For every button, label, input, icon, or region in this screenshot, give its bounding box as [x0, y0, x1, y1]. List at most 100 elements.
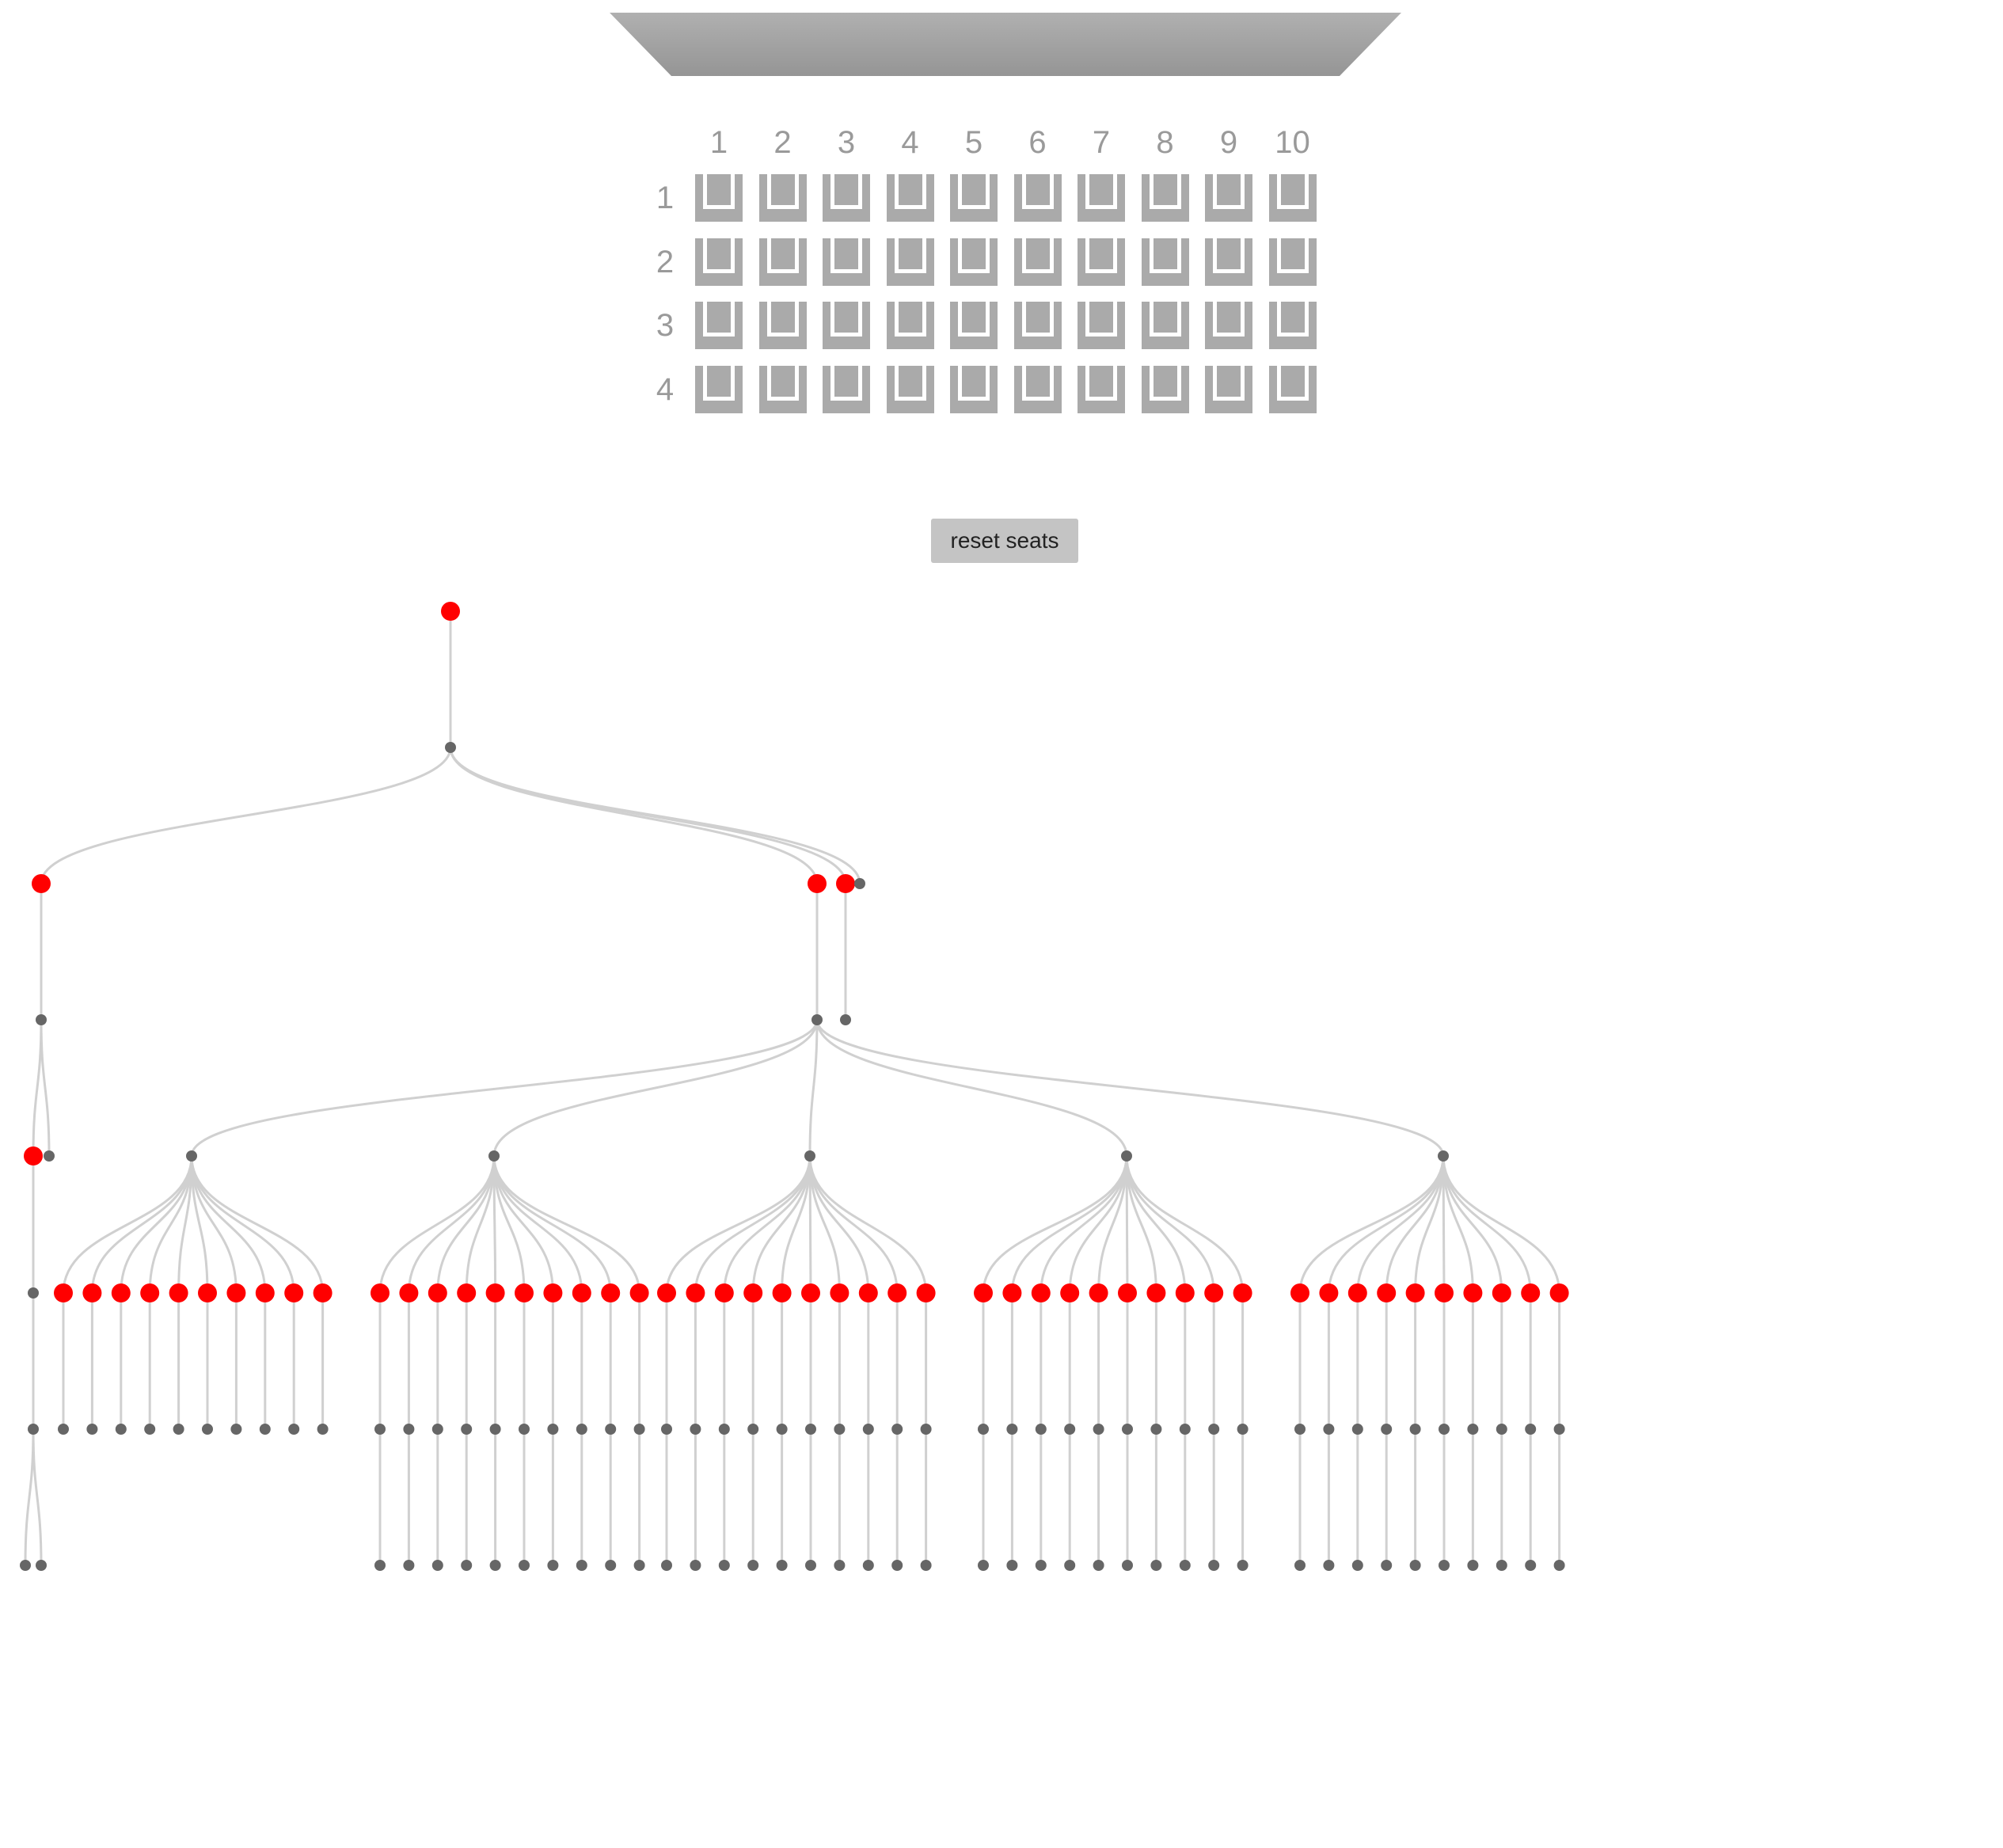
tree-node-active[interactable] [441, 602, 460, 621]
tree-node[interactable] [1035, 1560, 1047, 1571]
seat-1-4[interactable] [886, 174, 934, 222]
tree-node[interactable] [1179, 1560, 1191, 1571]
tree-node[interactable] [519, 1424, 530, 1435]
seat-1-7[interactable] [1078, 174, 1125, 222]
tree-node[interactable] [1496, 1424, 1507, 1435]
tree-node[interactable] [1467, 1560, 1479, 1571]
seat-2-6[interactable] [1013, 238, 1062, 286]
tree-node[interactable] [403, 1560, 415, 1571]
seat-2-8[interactable] [1141, 238, 1189, 286]
tree-node[interactable] [747, 1424, 759, 1435]
tree-node[interactable] [1064, 1424, 1076, 1435]
seat-1-5[interactable] [950, 174, 998, 222]
tree-node[interactable] [1438, 1150, 1449, 1162]
tree-node-active[interactable] [830, 1283, 849, 1302]
seat-4-6[interactable] [1013, 365, 1062, 413]
tree-node-active[interactable] [24, 1146, 43, 1165]
tree-node[interactable] [489, 1560, 501, 1571]
tree-node[interactable] [1093, 1424, 1104, 1435]
tree-node[interactable] [431, 1424, 443, 1435]
reset-seats-button[interactable]: reset seats [931, 519, 1078, 563]
seat-4-3[interactable] [823, 365, 870, 413]
seat-2-7[interactable] [1078, 238, 1125, 286]
tree-node[interactable] [445, 742, 456, 753]
seat-2-4[interactable] [886, 238, 934, 286]
tree-node[interactable] [1121, 1150, 1132, 1162]
tree-node-active[interactable] [313, 1283, 333, 1302]
tree-node[interactable] [633, 1424, 645, 1435]
seat-2-2[interactable] [758, 238, 807, 286]
tree-node[interactable] [834, 1560, 846, 1571]
tree-node-active[interactable] [808, 874, 827, 893]
seat-1-10[interactable] [1268, 174, 1317, 222]
tree-node-active[interactable] [284, 1283, 304, 1302]
tree-node[interactable] [115, 1424, 127, 1435]
tree-node[interactable] [840, 1014, 851, 1025]
tree-node[interactable] [1208, 1424, 1220, 1435]
tree-node-active[interactable] [1377, 1283, 1397, 1302]
tree-node[interactable] [28, 1424, 39, 1435]
seat-1-2[interactable] [758, 174, 807, 222]
tree-node[interactable] [776, 1424, 788, 1435]
tree-node-active[interactable] [1118, 1283, 1137, 1302]
seat-4-7[interactable] [1078, 365, 1125, 413]
tree-node[interactable] [230, 1424, 242, 1435]
tree-node-active[interactable] [801, 1283, 820, 1302]
tree-node[interactable] [862, 1424, 874, 1435]
tree-node[interactable] [44, 1150, 55, 1162]
tree-node[interactable] [978, 1560, 989, 1571]
tree-node-active[interactable] [887, 1283, 907, 1302]
seat-1-1[interactable] [695, 174, 743, 222]
tree-node-active[interactable] [1290, 1283, 1309, 1302]
tree-node[interactable] [804, 1150, 815, 1162]
tree-node[interactable] [1237, 1560, 1249, 1571]
seat-1-8[interactable] [1141, 174, 1189, 222]
tree-node[interactable] [1439, 1424, 1450, 1435]
tree-node-active[interactable] [629, 1283, 649, 1302]
tree-node-active[interactable] [140, 1283, 160, 1302]
tree-node-active[interactable] [1175, 1283, 1195, 1302]
tree-node[interactable] [173, 1424, 184, 1435]
seat-4-9[interactable] [1205, 365, 1252, 413]
tree-node-active[interactable] [428, 1283, 447, 1302]
tree-node[interactable] [1237, 1424, 1249, 1435]
tree-node[interactable] [86, 1424, 98, 1435]
tree-node-active[interactable] [572, 1283, 591, 1302]
tree-node-active[interactable] [1405, 1283, 1425, 1302]
tree-node-active[interactable] [1060, 1283, 1080, 1302]
tree-node[interactable] [1323, 1424, 1335, 1435]
tree-node[interactable] [920, 1560, 932, 1571]
seat-1-3[interactable] [823, 174, 870, 222]
seat-3-4[interactable] [886, 302, 934, 349]
tree-node[interactable] [1553, 1560, 1565, 1571]
tree-node[interactable] [403, 1424, 415, 1435]
tree-node-active[interactable] [1204, 1283, 1224, 1302]
tree-node-active[interactable] [1031, 1283, 1051, 1302]
seat-3-10[interactable] [1268, 302, 1317, 349]
tree-node[interactable] [633, 1560, 645, 1571]
tree-node[interactable] [1467, 1424, 1479, 1435]
tree-node[interactable] [461, 1424, 473, 1435]
tree-node[interactable] [36, 1560, 47, 1571]
seat-1-6[interactable] [1013, 174, 1062, 222]
tree-node-active[interactable] [82, 1283, 102, 1302]
tree-node-active[interactable] [974, 1283, 993, 1302]
tree-node[interactable] [489, 1424, 501, 1435]
tree-node-active[interactable] [1347, 1283, 1367, 1302]
seat-4-10[interactable] [1268, 365, 1317, 413]
seat-3-5[interactable] [950, 302, 998, 349]
tree-node[interactable] [431, 1560, 443, 1571]
tree-node-active[interactable] [1089, 1283, 1108, 1302]
tree-node[interactable] [1208, 1560, 1220, 1571]
tree-node[interactable] [854, 878, 865, 889]
tree-node-active[interactable] [371, 1283, 390, 1302]
tree-node[interactable] [1496, 1560, 1507, 1571]
tree-node[interactable] [1323, 1560, 1335, 1571]
tree-node-active[interactable] [714, 1283, 734, 1302]
tree-node-active[interactable] [1435, 1283, 1454, 1302]
tree-node[interactable] [58, 1424, 69, 1435]
tree-node[interactable] [374, 1424, 386, 1435]
tree-node-active[interactable] [255, 1283, 275, 1302]
seat-4-1[interactable] [695, 365, 743, 413]
tree-node-active[interactable] [32, 874, 51, 893]
